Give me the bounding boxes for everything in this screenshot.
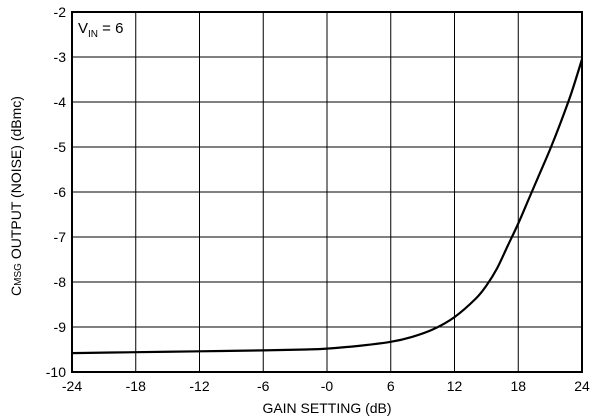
x-tick-label: 18: [510, 378, 526, 394]
grid: [72, 12, 582, 372]
y-tick-label: -3: [54, 49, 67, 65]
y-tick-label: -10: [46, 364, 66, 380]
y-tick-labels: -10 -9 -8 -7 -6 -5 -4 -3 -2: [46, 4, 66, 380]
y-tick-label: -4: [54, 94, 67, 110]
series-line: [71, 58, 584, 355]
y-tick-label: -2: [54, 4, 67, 20]
x-tick-label: 6: [387, 378, 395, 394]
x-tick-label: -6: [257, 378, 270, 394]
x-tick-labels: -24 -18 -12 -6 -0 6 12 18 24: [62, 378, 590, 394]
y-tick-label: -6: [54, 184, 67, 200]
y-tick-label: -7: [54, 229, 67, 245]
plot-frame: [71, 11, 583, 373]
y-tick-label: -5: [54, 139, 67, 155]
x-axis-label: GAIN SETTING (dB): [262, 400, 391, 416]
x-tick-label: -24: [62, 378, 82, 394]
vin-annotation: VIN = 6: [78, 20, 123, 40]
x-tick-label: -0: [321, 378, 334, 394]
x-tick-label: -12: [189, 378, 209, 394]
y-axis-label: CMSG OUTPUT (NOISE) (dBmc): [8, 96, 24, 296]
x-tick-label: 12: [447, 378, 463, 394]
y-tick-label: -8: [54, 274, 67, 290]
x-tick-label: 24: [574, 378, 590, 394]
y-tick-label: -9: [54, 319, 67, 335]
x-tick-label: -18: [126, 378, 146, 394]
